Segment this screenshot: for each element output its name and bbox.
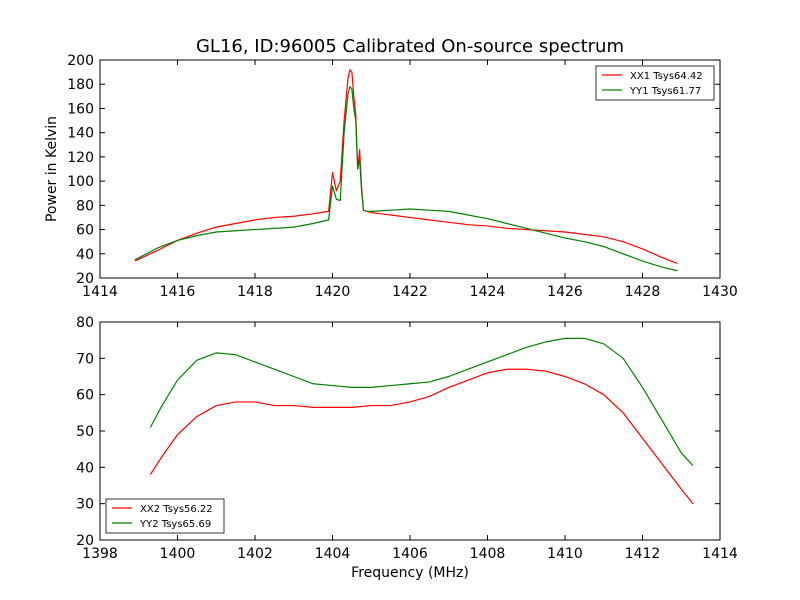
y-tick-label: 100 [67,174,94,190]
legend: XX2 Tsys56.22 YY2 Tsys65.69 [105,498,225,534]
y-tick-label: 80 [76,198,94,214]
legend-label-2: YY2 Tsys65.69 [139,519,211,530]
x-tick-label: 1406 [392,546,428,562]
legend-label-1: XX1 Tsys64.42 [630,71,703,82]
legend: XX1 Tsys64.42 YY1 Tsys61.77 [595,65,715,101]
x-tick-label: 1428 [625,284,661,300]
y-tick-label: 20 [76,533,94,549]
legend-label-1: XX2 Tsys56.22 [140,504,213,515]
x-tick-label: 1414 [82,284,118,300]
legend-label-2: YY1 Tsys61.77 [629,86,701,97]
legend-box [595,65,715,101]
x-tick-label: 1402 [237,546,273,562]
x-tick-label: 1420 [315,284,351,300]
x-tick-label: 1410 [547,546,583,562]
y-tick-label: 60 [76,388,94,404]
x-axis-label: Frequency (MHz) [351,565,469,581]
y-tick-label: 70 [76,351,94,367]
series-line-2 [149,337,694,466]
x-tick-label: 1404 [315,546,351,562]
y-tick-label: 120 [67,150,94,166]
x-tick-label: 1430 [702,284,738,300]
x-tick-label: 1418 [237,284,273,300]
legend-box [105,498,225,534]
x-tick-label: 1398 [82,546,118,562]
y-axis-label: Power in Kelvin [44,116,60,222]
y-tick-label: 200 [67,53,94,69]
series-line-1 [134,69,678,265]
x-tick-label: 1426 [547,284,583,300]
series-line-1 [149,368,694,505]
x-tick-label: 1400 [160,546,196,562]
series-group [134,69,678,272]
y-tick-label: 30 [76,497,94,513]
x-tick-label: 1424 [470,284,506,300]
x-tick-label: 1414 [702,546,738,562]
x-tick-label: 1408 [470,546,506,562]
series-group [149,337,694,505]
y-tick-label: 180 [67,77,94,93]
y-tick-label: 140 [67,126,94,142]
chart-title: GL16, ID:96005 Calibrated On-source spec… [196,36,624,57]
y-tick-label: 60 [76,223,94,239]
x-tick-label: 1422 [392,284,428,300]
y-tick-label: 40 [76,460,94,476]
y-tick-label: 50 [76,424,94,440]
top-panel: 1414 1416 1418 1420 1422 1424 1426 1428 1430 20 40… [44,36,738,300]
y-tick-label: 40 [76,247,94,263]
y-tick-label: 80 [76,315,94,331]
y-tick-label: 20 [76,271,94,287]
x-tick-label: 1416 [160,284,196,300]
bottom-panel: 1398 1400 1402 1404 1406 1408 1410 1412 1414 20 30… [76,315,738,581]
y-tick-label: 160 [67,101,94,117]
x-tick-label: 1412 [625,546,661,562]
series-line-2 [134,86,678,272]
